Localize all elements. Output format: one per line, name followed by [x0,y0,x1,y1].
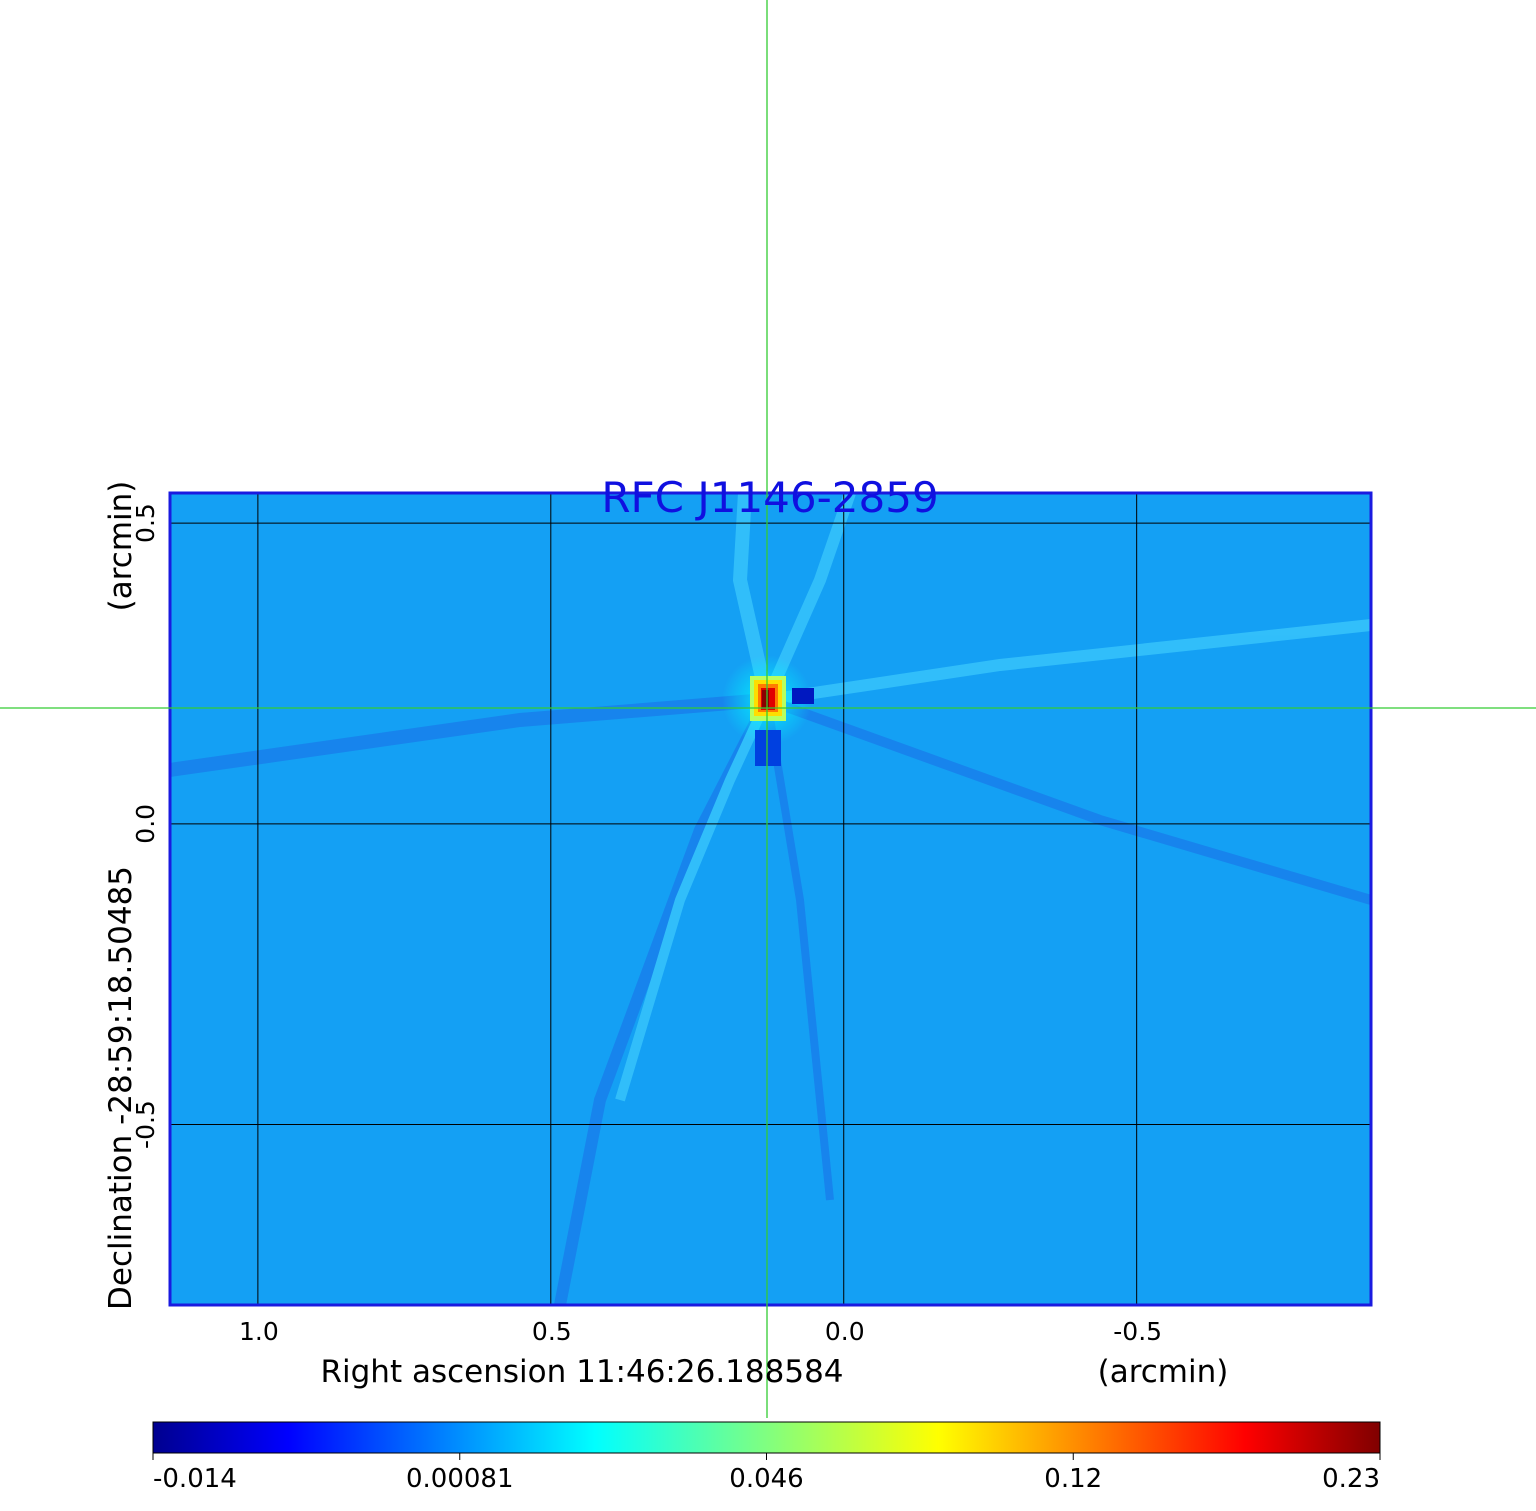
x-tick-labels: 1.0 0.5 0.0 -0.5 [239,1317,1162,1346]
colorbar-tick-label: 0.046 [729,1464,803,1494]
colorbar-ticks: -0.014 0.00081 0.046 0.12 0.23 [152,1453,1381,1494]
x-tick-label: 0.5 [532,1317,572,1346]
x-tick-label: -0.5 [1113,1317,1162,1346]
y-tick-label: 0.0 [131,804,160,844]
colorbar-tick-label: 0.00081 [406,1464,514,1494]
x-axis-label: Right ascension 11:46:26.188584 [320,1354,843,1390]
source-peak [722,655,814,766]
colorbar-tick-label: 0.12 [1044,1464,1102,1494]
y-tick-labels: 0.5 0.0 -0.5 [131,503,160,1149]
y-tick-label: -0.5 [131,1100,160,1149]
plot-frame [168,491,1373,1307]
y-axis-label: Declination -28:59:18.50485 [103,866,139,1310]
x-tick-label: 1.0 [239,1317,279,1346]
map-image [170,493,1371,1305]
colorbar [152,1421,1381,1454]
coordinate-grid [170,493,1371,1305]
map-background [170,493,1371,1305]
x-tick-label: 0.0 [825,1317,865,1346]
y-axis-unit: (arcmin) [103,481,139,612]
colorbar-tick-label: 0.23 [1322,1464,1380,1494]
chart-title: RFC J1146-2859 [601,473,938,522]
colorbar-tick-label: -0.014 [153,1464,237,1494]
y-tick-label: 0.5 [131,503,160,543]
x-axis-unit: (arcmin) [1098,1354,1229,1390]
